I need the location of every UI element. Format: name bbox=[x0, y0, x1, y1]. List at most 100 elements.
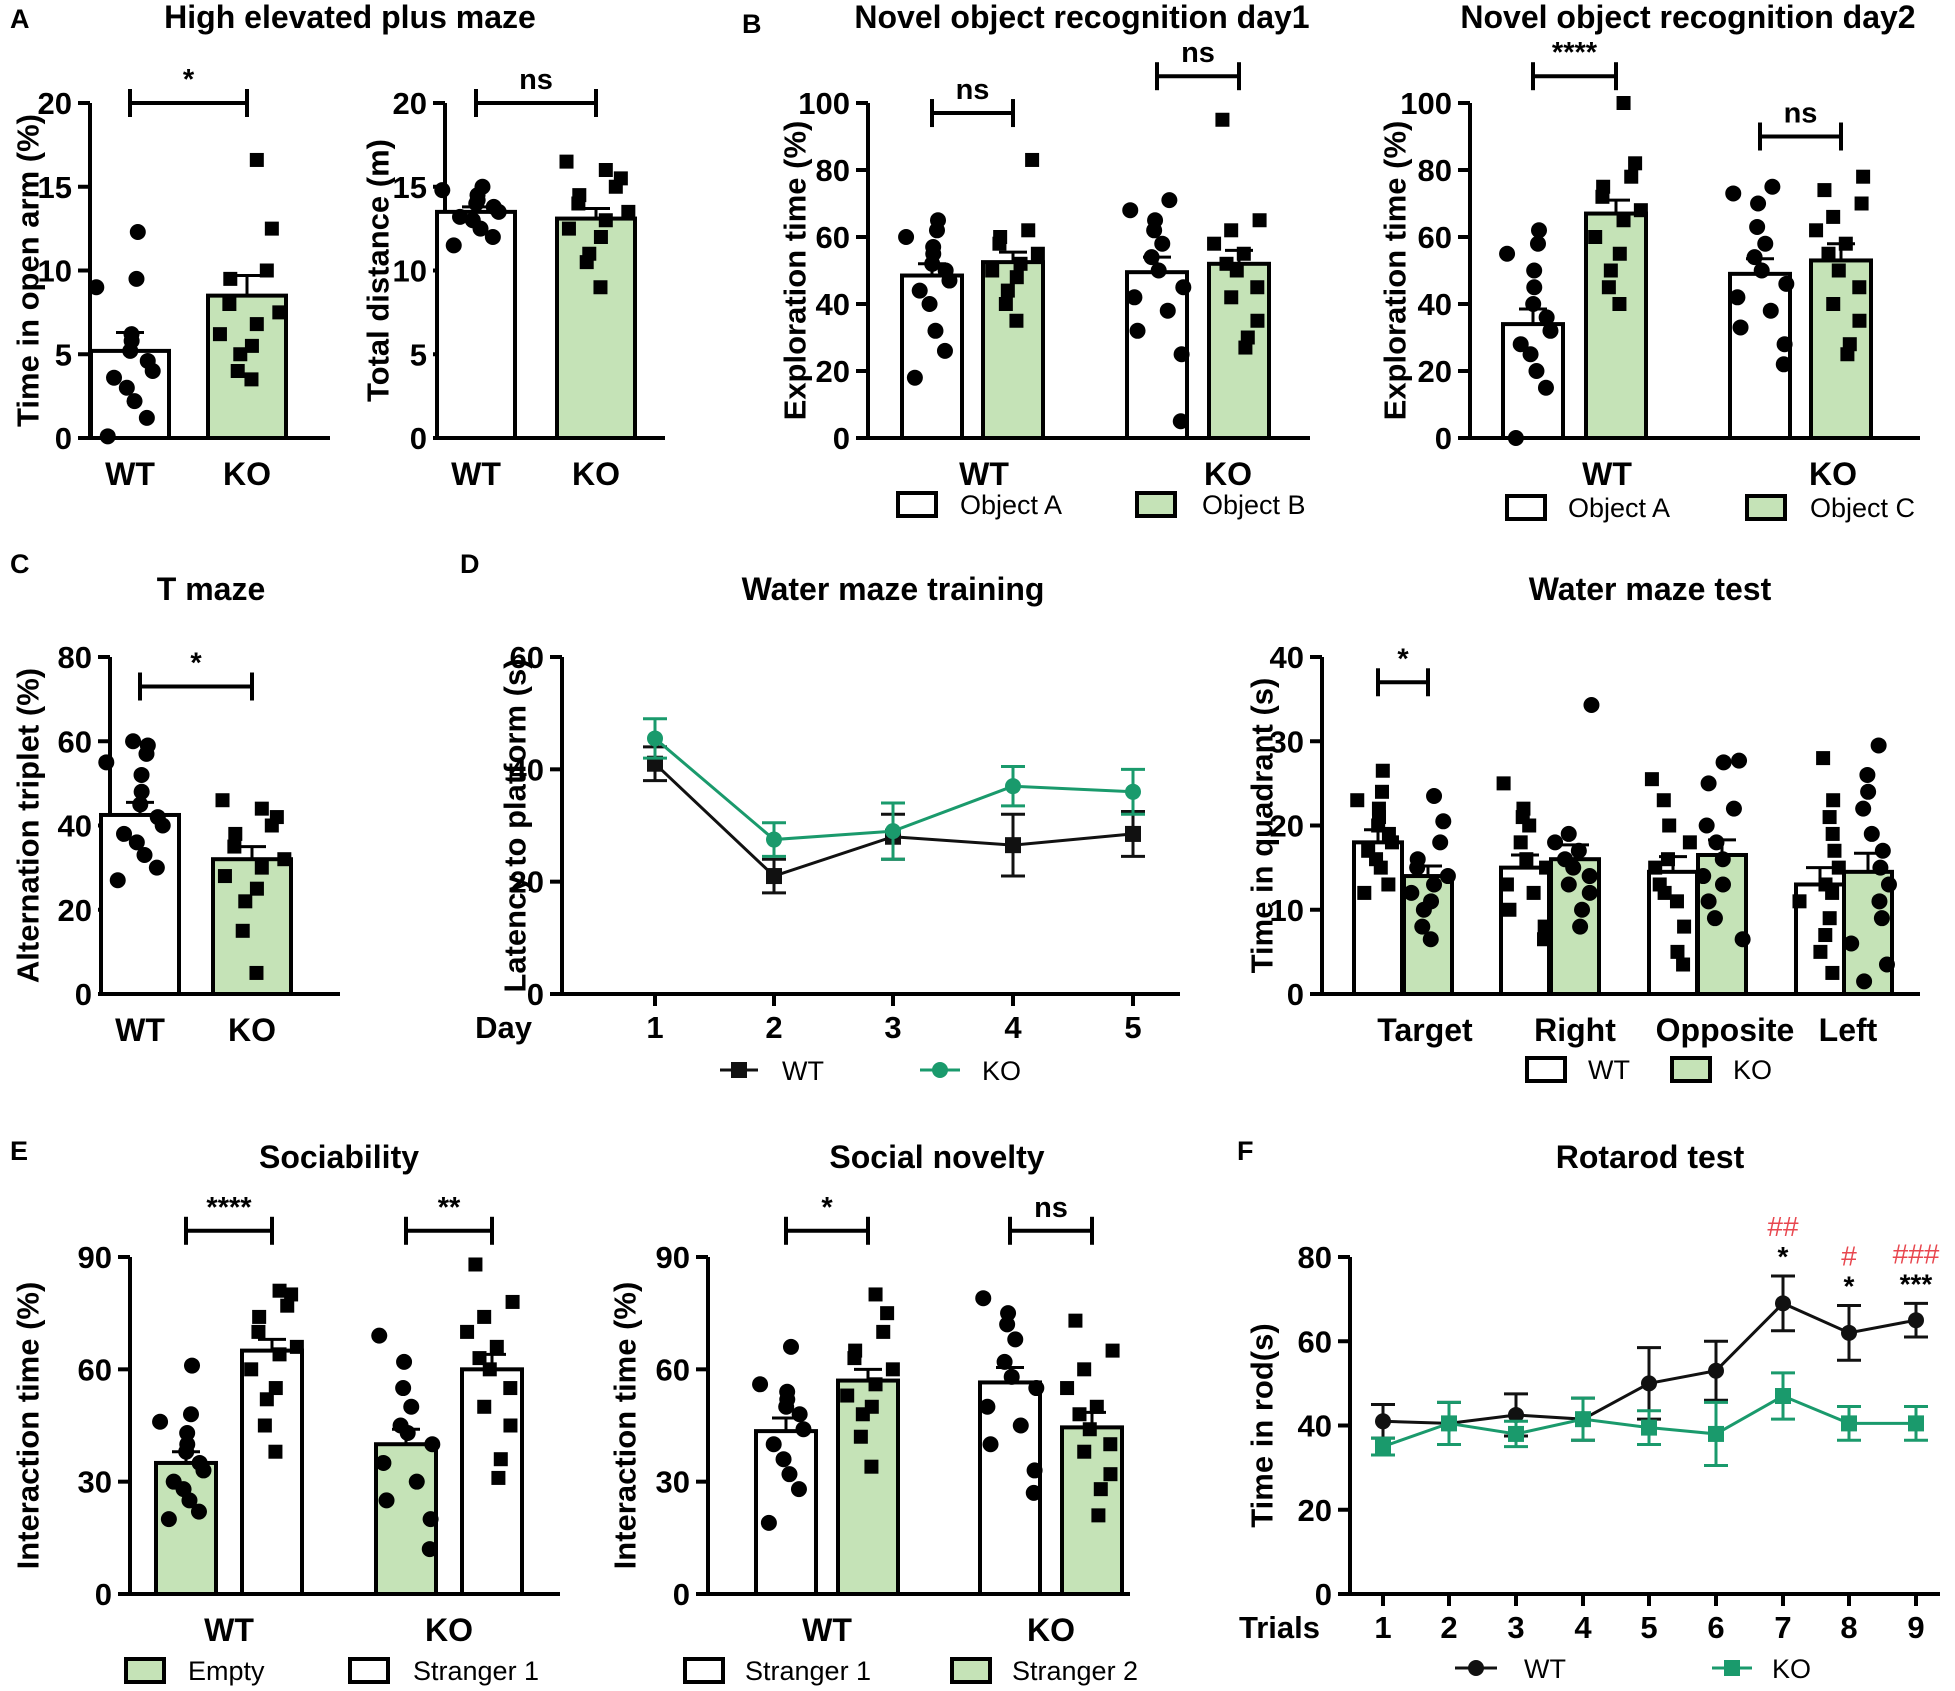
data-point bbox=[179, 1436, 196, 1453]
x-tick-label: KO bbox=[1809, 456, 1857, 492]
data-point bbox=[468, 1257, 483, 1272]
x-tick-label: KO bbox=[425, 1612, 473, 1648]
sig-label: **** bbox=[1552, 37, 1598, 69]
y-tick-label: 80 bbox=[816, 153, 850, 188]
data-point bbox=[1731, 752, 1748, 769]
chart-title: Novel object recognition day2 bbox=[1460, 0, 1915, 35]
data-point bbox=[1089, 1399, 1104, 1414]
y-tick-label: 0 bbox=[1287, 977, 1304, 1012]
data-point bbox=[477, 1309, 492, 1324]
data-point bbox=[434, 182, 451, 199]
data-point bbox=[1371, 801, 1386, 816]
data-point bbox=[1000, 1305, 1017, 1322]
y-tick-label: 5 bbox=[55, 337, 72, 372]
legend-label-object-c: Object C bbox=[1810, 493, 1915, 523]
data-point bbox=[1103, 1437, 1118, 1452]
legend-swatch-object-b bbox=[1135, 491, 1177, 518]
data-point bbox=[782, 1338, 799, 1355]
data-point bbox=[148, 859, 165, 876]
x-tick-label: WT bbox=[451, 456, 501, 492]
data-point bbox=[1734, 931, 1751, 948]
data-point bbox=[1700, 893, 1717, 910]
data-point bbox=[484, 229, 501, 245]
data-point bbox=[272, 1347, 287, 1362]
sig-label: * bbox=[190, 647, 202, 679]
x-tick-label: Opposite bbox=[1656, 1012, 1795, 1048]
data-point bbox=[491, 1470, 506, 1485]
data-point bbox=[1817, 183, 1832, 198]
data-point bbox=[1660, 852, 1675, 867]
y-tick-label: 80 bbox=[1418, 153, 1452, 188]
data-point bbox=[99, 428, 116, 445]
y-tick-label: 90 bbox=[78, 1240, 112, 1275]
y-tick-label: 0 bbox=[1315, 1577, 1332, 1612]
data-point bbox=[1526, 262, 1543, 279]
data-point bbox=[1439, 868, 1456, 885]
y-tick-label: 0 bbox=[410, 421, 427, 456]
data-point bbox=[840, 1388, 855, 1403]
sig-label: ns bbox=[956, 74, 990, 106]
data-point bbox=[1749, 218, 1766, 235]
y-tick-label: 20 bbox=[1298, 1493, 1332, 1528]
data-point bbox=[1422, 931, 1439, 948]
data-point bbox=[1757, 235, 1774, 252]
data-point bbox=[125, 733, 142, 750]
panel-label: F bbox=[1237, 1136, 1254, 1166]
data-point bbox=[233, 347, 248, 362]
data-point bbox=[1516, 801, 1531, 816]
data-point bbox=[1068, 1313, 1083, 1328]
data-point bbox=[593, 230, 608, 244]
data-point bbox=[289, 1339, 304, 1354]
data-point bbox=[1908, 1312, 1924, 1329]
data-point bbox=[1746, 249, 1763, 266]
legend-rotarod: WT KO bbox=[1455, 1654, 1811, 1684]
chart-title: Water maze training bbox=[742, 571, 1045, 607]
data-point bbox=[937, 262, 954, 279]
legend-marker-wt bbox=[731, 1062, 747, 1078]
data-point bbox=[1575, 1411, 1591, 1428]
data-point bbox=[139, 737, 156, 754]
data-point bbox=[1809, 223, 1824, 238]
data-point bbox=[1641, 1419, 1657, 1436]
data-point bbox=[1818, 928, 1833, 943]
legend-label-ko: KO bbox=[1733, 1055, 1772, 1085]
bar bbox=[1501, 322, 1565, 441]
data-point bbox=[982, 1436, 999, 1453]
data-point bbox=[126, 393, 143, 410]
panel-label: C bbox=[10, 549, 30, 579]
y-tick-label: 40 bbox=[1418, 287, 1452, 322]
legend-label-stranger1: Stranger 1 bbox=[413, 1656, 539, 1686]
y-tick-label: 20 bbox=[58, 893, 92, 928]
data-point bbox=[1161, 192, 1178, 209]
x-tick-label: 4 bbox=[1004, 1010, 1022, 1045]
sig-label: * bbox=[1397, 643, 1409, 675]
y-tick-label: 90 bbox=[656, 1240, 690, 1275]
data-point bbox=[1813, 944, 1828, 959]
data-point bbox=[408, 1473, 425, 1490]
y-tick-label: 0 bbox=[75, 977, 92, 1012]
bar bbox=[99, 812, 181, 996]
data-point bbox=[1000, 283, 1015, 298]
y-tick-label: 40 bbox=[510, 752, 544, 787]
data-point bbox=[235, 923, 250, 938]
data-point bbox=[1762, 302, 1779, 319]
data-point bbox=[1525, 296, 1542, 312]
y-tick-label: 0 bbox=[95, 1577, 112, 1612]
data-point bbox=[238, 894, 253, 909]
data-point bbox=[791, 1406, 808, 1423]
data-point bbox=[1013, 256, 1028, 271]
data-point bbox=[1583, 697, 1600, 714]
data-point bbox=[885, 823, 901, 840]
legend-swatch-wt bbox=[1525, 1056, 1567, 1083]
data-point bbox=[222, 297, 237, 311]
x-tick-label: WT bbox=[1582, 456, 1632, 492]
x-tick-label: 4 bbox=[1574, 1610, 1592, 1645]
legend-swatch-empty bbox=[124, 1657, 166, 1684]
data-point bbox=[249, 317, 264, 332]
data-point bbox=[1714, 876, 1731, 893]
data-point bbox=[1499, 245, 1516, 262]
data-point bbox=[906, 369, 923, 386]
data-point bbox=[1508, 1425, 1524, 1442]
data-point bbox=[1375, 763, 1390, 778]
